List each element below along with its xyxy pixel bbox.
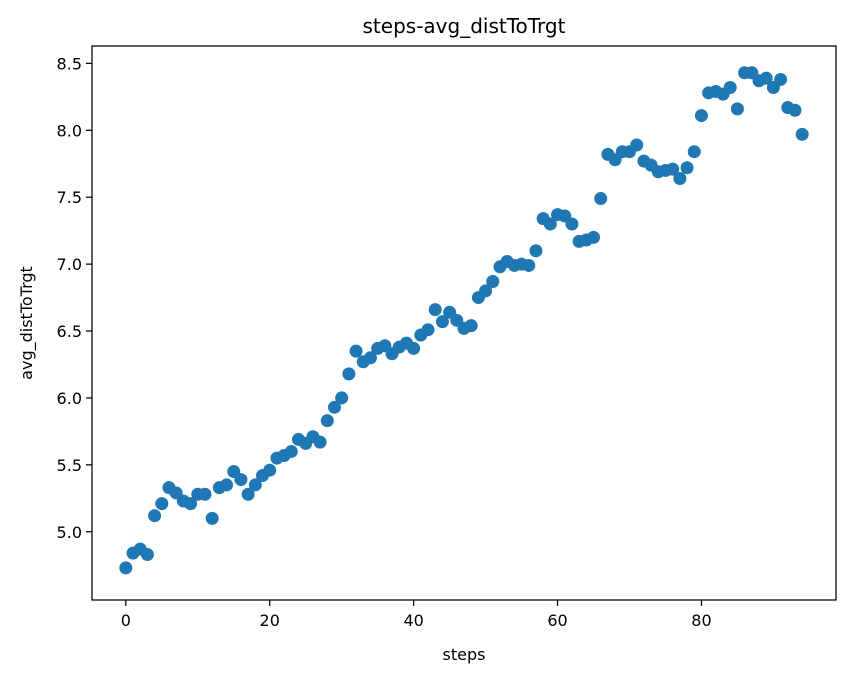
data-point (155, 497, 169, 511)
data-point (198, 487, 212, 501)
data-point (234, 473, 248, 487)
data-point (730, 102, 744, 116)
y-tick-label: 5.5 (57, 456, 82, 475)
x-tick-label: 20 (260, 611, 280, 630)
y-tick-label: 8.5 (57, 54, 82, 73)
x-tick-label: 40 (403, 611, 423, 630)
data-point (529, 244, 543, 258)
data-point (587, 230, 601, 244)
x-tick-label: 80 (691, 611, 711, 630)
data-point (680, 161, 694, 175)
y-axis-label: avg_distToTrgt (17, 266, 37, 380)
data-point (205, 511, 219, 525)
data-point (421, 323, 435, 337)
data-point (320, 414, 334, 428)
data-point (630, 138, 644, 152)
data-point (363, 351, 377, 365)
data-point (522, 258, 536, 272)
y-tick-label: 6.5 (57, 322, 82, 341)
y-tick-label: 7.0 (57, 255, 82, 274)
data-point (774, 72, 788, 86)
data-point (241, 487, 255, 501)
data-point (140, 548, 154, 562)
data-point (666, 162, 680, 176)
data-point (263, 463, 277, 477)
data-point (220, 478, 234, 492)
data-point (284, 444, 298, 458)
x-axis-ticks: 0 20 40 60 80 (121, 600, 712, 630)
data-point (407, 341, 421, 355)
data-point (543, 217, 557, 231)
data-point (349, 344, 363, 358)
x-tick-label: 0 (121, 611, 131, 630)
data-point (148, 509, 162, 523)
y-axis-ticks: 5.0 5.5 6.0 6.5 7.0 7.5 8.0 8.5 (57, 54, 92, 542)
data-point (313, 435, 327, 449)
data-point (428, 303, 442, 317)
data-point (759, 71, 773, 85)
data-point (795, 127, 809, 141)
data-point (479, 284, 493, 298)
x-tick-label: 60 (547, 611, 567, 630)
data-point (119, 561, 133, 575)
data-point (788, 103, 802, 117)
y-tick-label: 8.0 (57, 121, 82, 140)
data-point (594, 192, 608, 206)
plot-frame (91, 45, 837, 601)
data-point (248, 478, 262, 492)
data-point (565, 217, 579, 231)
data-point (694, 109, 708, 123)
chart-title: steps-avg_distToTrgt (363, 14, 566, 38)
data-point (327, 400, 341, 414)
data-points (119, 66, 809, 575)
y-tick-label: 6.0 (57, 389, 82, 408)
data-point (723, 80, 737, 94)
data-point (335, 391, 349, 405)
data-point (184, 497, 198, 511)
data-point (342, 367, 356, 381)
data-point (673, 171, 687, 185)
data-point (435, 315, 449, 329)
data-point (486, 275, 500, 289)
x-axis-label: steps (443, 645, 486, 664)
y-tick-label: 5.0 (57, 523, 82, 542)
y-tick-label: 7.5 (57, 188, 82, 207)
data-point (687, 145, 701, 159)
data-point (464, 319, 478, 333)
